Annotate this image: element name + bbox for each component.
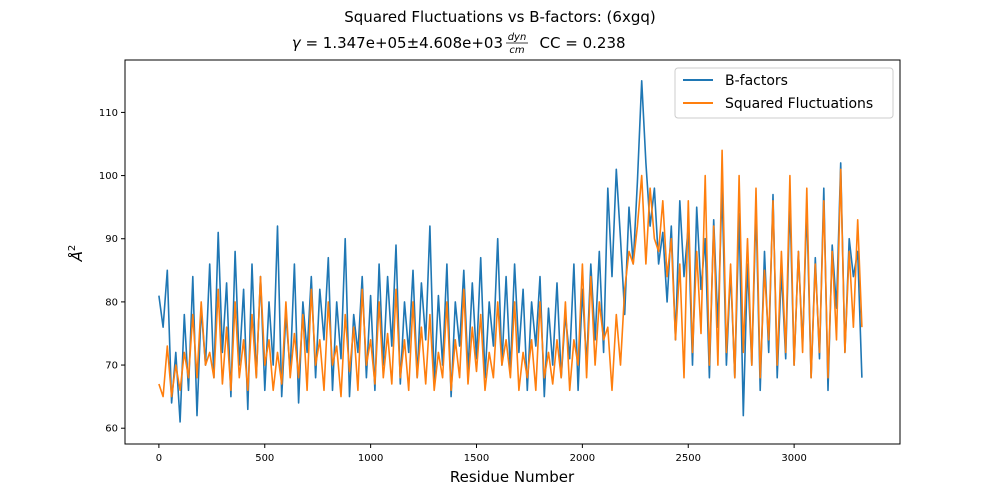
y-tick-label: 70: [105, 361, 118, 372]
x-tick-label: 2000: [570, 453, 595, 464]
plot-area: 0 500 1000 1500 2000 2500 3000 60 70 80 90 100 110: [99, 59, 901, 464]
x-tick-label: 1500: [464, 453, 489, 464]
y-tick-label: 90: [105, 234, 118, 245]
x-axis-label: Residue Number: [450, 468, 575, 486]
chart-title: Squared Fluctuations vs B-factors: (6xgq…: [344, 8, 655, 26]
y-axis-label: Å2: [67, 245, 86, 263]
legend-label-fluct: Squared Fluctuations: [725, 96, 873, 112]
subtitle-cc: CC = 0.238: [530, 34, 626, 52]
x-tick-label: 0: [156, 453, 162, 464]
x-tick-label: 2500: [676, 453, 701, 464]
series-line-fluct: [158, 149, 863, 398]
legend-label-bfactors: B-factors: [725, 73, 788, 89]
y-tick-label: 60: [105, 424, 118, 435]
legend: B-factors Squared Fluctuations: [674, 67, 894, 119]
legend-box: [674, 67, 894, 119]
chart-subtitle: γ = 1.347e+05±4.608e+03: [292, 34, 503, 52]
y-axis-label-superscript: 2: [67, 245, 78, 251]
x-tick-label: 1000: [358, 453, 383, 464]
x-tick-label: 3000: [781, 453, 806, 464]
subtitle-equation: = 1.347e+05±4.608e+03: [301, 34, 503, 52]
subtitle-unit-denominator: cm: [509, 45, 524, 56]
y-tick-label: 100: [99, 171, 118, 182]
x-tick-label: 500: [255, 453, 274, 464]
subtitle-unit-numerator: dyn: [508, 32, 527, 43]
y-axis-label-group: Å2: [67, 245, 86, 263]
y-tick-label: 110: [99, 108, 118, 119]
y-tick-label: 80: [105, 297, 118, 308]
y-axis-label-text: Å: [67, 251, 86, 262]
subtitle-gamma: γ: [292, 34, 302, 52]
plot-frame: [124, 59, 901, 445]
